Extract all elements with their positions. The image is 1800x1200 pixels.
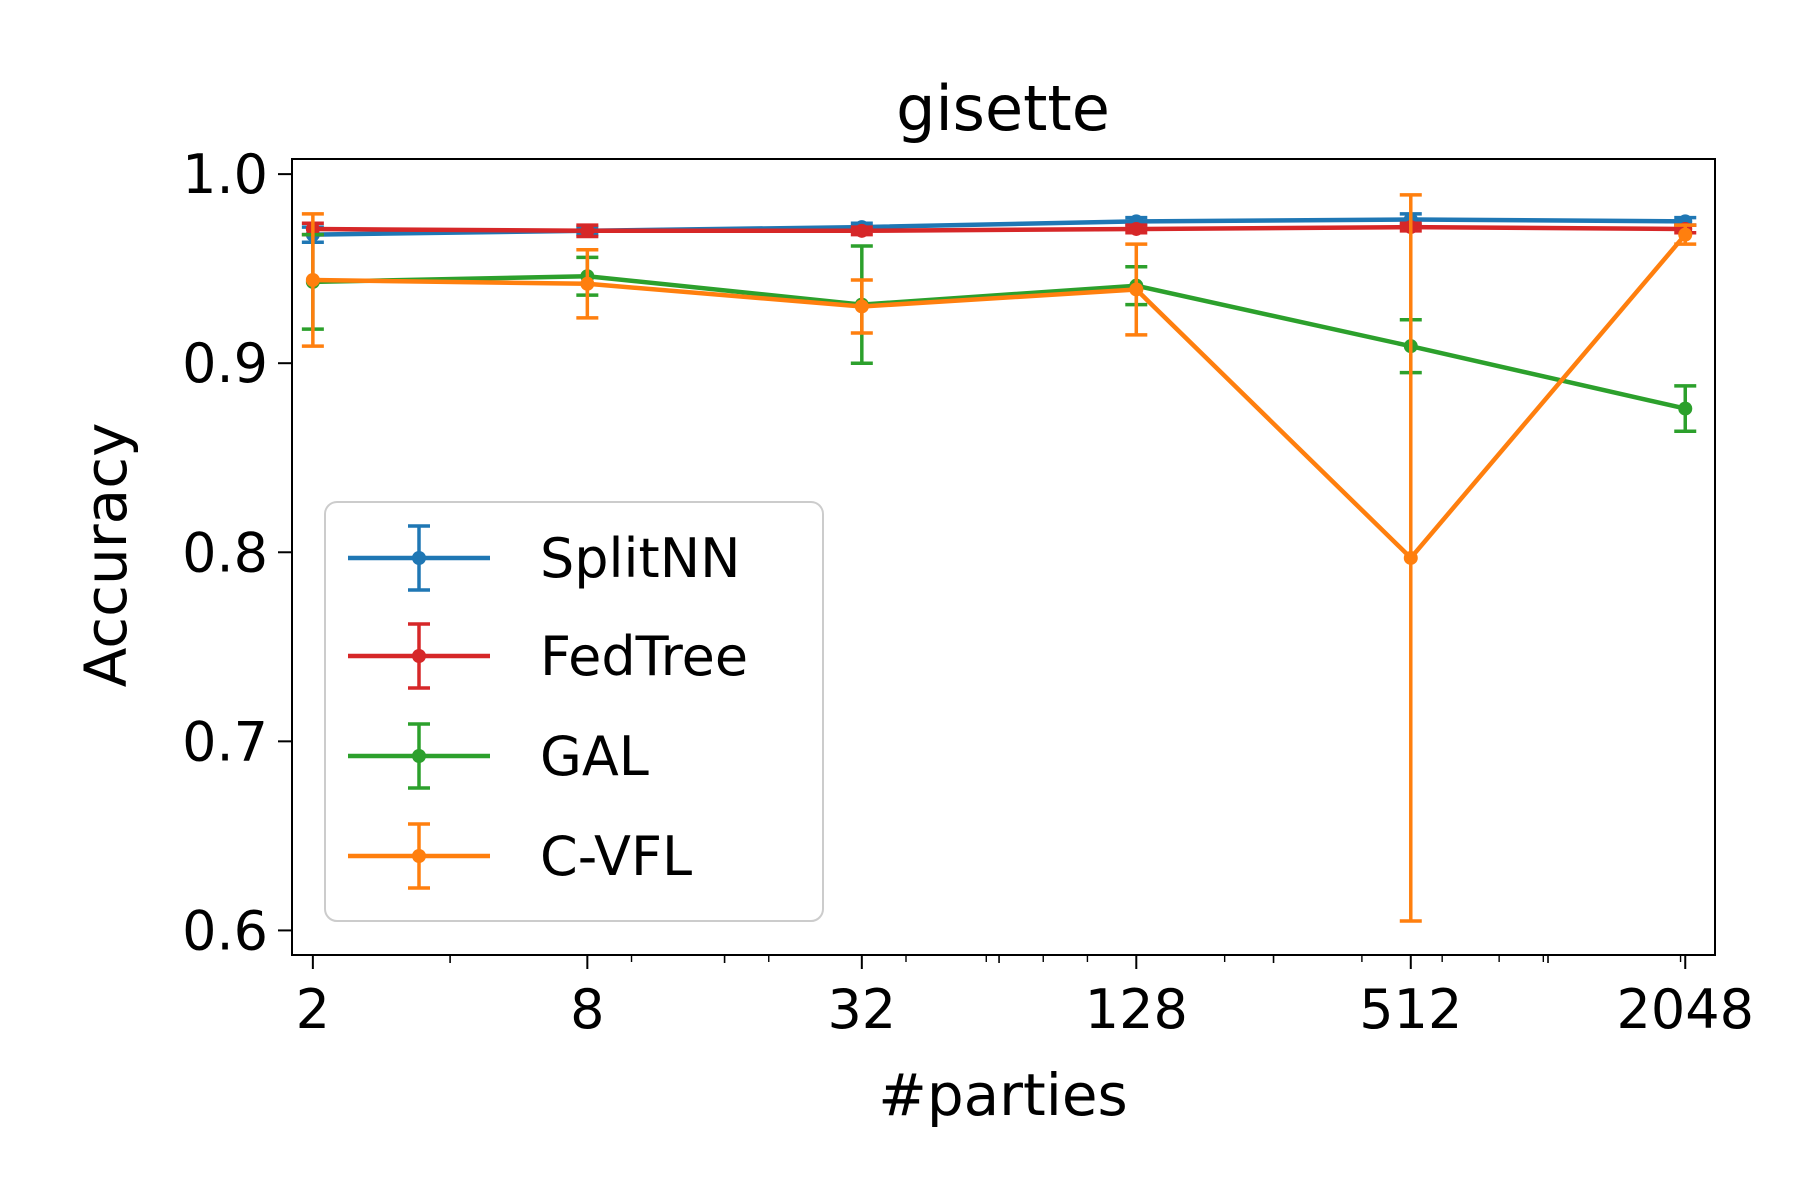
legend-entry: C-VFL — [348, 822, 692, 890]
legend-label: SplitNN — [540, 527, 741, 590]
x-tick-label: 8 — [570, 978, 604, 1041]
axis-ticks: 2 8 32 128 512 2048 0.6 0.7 0.8 0.9 1.0 — [182, 143, 1754, 1041]
series-gal — [301, 232, 1697, 434]
legend-label: C-VFL — [540, 825, 692, 888]
x-tick-label: 2048 — [1617, 978, 1754, 1041]
data-point — [1403, 550, 1418, 565]
y-axis-label: Accuracy — [72, 423, 140, 688]
data-point — [1129, 221, 1144, 236]
y-tick-label: 0.8 — [182, 521, 268, 584]
y-tick-label: 0.7 — [182, 710, 268, 773]
plot-frame — [291, 158, 1716, 956]
data-point — [1678, 227, 1693, 242]
legend-box — [324, 501, 824, 922]
data-point — [854, 299, 869, 314]
series-line — [312, 273, 1686, 411]
x-axis-label: #parties — [878, 1061, 1128, 1129]
data-point — [1678, 401, 1693, 416]
data-point — [305, 273, 320, 288]
data-point — [854, 223, 869, 238]
legend-label: FedTree — [540, 625, 748, 688]
legend-marker — [412, 551, 426, 565]
legend-entry: FedTree — [348, 622, 748, 690]
y-tick-label: 0.6 — [182, 899, 268, 962]
legend-entry: SplitNN — [348, 524, 741, 592]
legend-label: GAL — [540, 725, 649, 788]
chart-title: gisette — [896, 72, 1110, 145]
legend-marker — [412, 849, 426, 863]
legend-marker — [412, 749, 426, 763]
x-tick-label: 512 — [1359, 978, 1462, 1041]
x-tick-label: 32 — [827, 978, 896, 1041]
legend-marker — [412, 649, 426, 663]
data-point — [1129, 282, 1144, 297]
y-tick-label: 0.9 — [182, 332, 268, 395]
data-point — [580, 276, 595, 291]
legend: SplitNN FedTree GAL C-VFL — [324, 501, 824, 922]
y-tick-label: 1.0 — [182, 143, 268, 206]
x-tick-label: 2 — [296, 978, 330, 1041]
series-c-vfl — [301, 193, 1697, 923]
data-point — [580, 223, 595, 238]
series-line — [312, 224, 1686, 234]
legend-entry: GAL — [348, 722, 649, 790]
x-tick-label: 128 — [1085, 978, 1188, 1041]
series-layer — [301, 193, 1697, 923]
series-line — [312, 233, 1688, 561]
